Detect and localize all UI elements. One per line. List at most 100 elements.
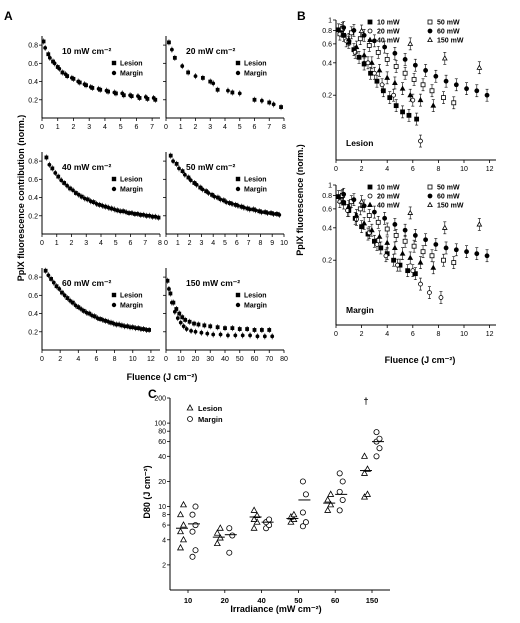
- legend-label: 20 mW: [377, 29, 400, 36]
- data-point-margin: [144, 328, 149, 332]
- data-point: [382, 215, 388, 221]
- data-point: [384, 226, 390, 232]
- x-tick-label: 4: [211, 240, 215, 247]
- x-tick-label: 7: [143, 240, 147, 247]
- data-point-lesion: [60, 290, 64, 295]
- y-tick-label: 8: [162, 512, 166, 519]
- data-point: [464, 249, 469, 255]
- data-point: [406, 112, 412, 118]
- data-point-margin: [84, 310, 89, 315]
- data-point-margin: [100, 318, 105, 322]
- data-point-margin: [188, 178, 193, 183]
- data-point: [438, 295, 444, 300]
- data-point: [375, 219, 381, 225]
- data-point-lesion: [230, 90, 235, 95]
- panel-a: PpIX fluorescence contribution (norm.) F…: [16, 36, 288, 382]
- data-point-lesion: [103, 204, 108, 209]
- data-point-margin: [96, 86, 101, 91]
- data-point: [474, 251, 480, 257]
- data-point: [358, 27, 365, 34]
- panel-a-x-label: Fluence (J cm⁻²): [127, 372, 198, 382]
- data-point-margin: [248, 333, 252, 338]
- data-point: [429, 88, 435, 94]
- legend-label-lesion: Lesion: [198, 404, 223, 413]
- data-point-margin: [111, 321, 116, 326]
- y-tick-label: 60: [158, 439, 166, 446]
- x-tick-label: 0: [334, 166, 338, 173]
- data-point-margin: [47, 55, 52, 60]
- legend-marker-lesion: [235, 176, 241, 182]
- panel-c-y-label: D80 (J cm⁻²): [142, 465, 152, 518]
- legend-marker: [427, 19, 433, 25]
- data-point: [384, 57, 390, 62]
- x-tick-label: 40: [257, 596, 265, 605]
- subplot-title: 60 mW cm⁻²: [62, 278, 112, 288]
- data-point-margin: [112, 207, 117, 212]
- legend-marker-lesion: [235, 292, 241, 298]
- legend-marker: [427, 28, 433, 34]
- data-point: [423, 68, 429, 73]
- data-point-margin: [68, 298, 73, 303]
- panel-b-y-label: PpIX fluorescence (norm.): [295, 144, 305, 256]
- data-point-margin: [124, 210, 128, 215]
- legend-label-lesion: Lesion: [120, 293, 143, 300]
- data-point-margin: [226, 549, 233, 556]
- data-point-margin: [52, 61, 57, 66]
- data-point-margin: [128, 93, 133, 98]
- y-tick-label: 20: [158, 479, 166, 486]
- data-point: [375, 49, 381, 55]
- data-point: [402, 57, 408, 62]
- data-point: [407, 209, 414, 215]
- data-point: [407, 254, 414, 260]
- x-tick-label: 150: [366, 596, 379, 605]
- y-tick-label: 0.8: [28, 159, 38, 166]
- legend-marker: [427, 184, 433, 190]
- data-point: [376, 233, 383, 239]
- annotation-dagger: †: [363, 396, 368, 406]
- data-point-margin: [180, 64, 185, 68]
- data-point-lesion: [250, 515, 258, 522]
- data-point-margin: [43, 45, 48, 50]
- data-point: [345, 203, 352, 209]
- data-point-lesion: [252, 328, 257, 332]
- legend-marker-margin: [187, 416, 193, 422]
- data-point-lesion: [216, 195, 220, 200]
- data-point-margin: [139, 327, 143, 331]
- x-tick-label: 60: [251, 356, 259, 363]
- y-tick-label: 0.6: [28, 61, 38, 68]
- legend-marker: [367, 193, 373, 199]
- data-point-margin: [247, 207, 252, 212]
- data-point-lesion: [168, 291, 173, 296]
- data-point-lesion: [91, 200, 96, 205]
- legend-label-lesion: Lesion: [120, 177, 143, 184]
- data-point: [412, 271, 418, 277]
- panel-label-a: A: [4, 9, 13, 23]
- y-tick-label: 0.8: [28, 275, 38, 282]
- data-point: [368, 70, 373, 76]
- panel-a-y-label: PpIX fluorescence contribution (norm.): [16, 115, 26, 282]
- data-point: [412, 233, 418, 238]
- data-point-margin: [47, 162, 52, 167]
- legend-label-margin: Margin: [120, 303, 143, 310]
- legend-label: 10 mW: [377, 20, 400, 27]
- data-point-lesion: [230, 326, 235, 331]
- data-point: [395, 262, 400, 268]
- x-tick-label: 5: [223, 240, 227, 247]
- x-tick-label: 0: [40, 240, 44, 247]
- x-tick-label: 8: [436, 166, 440, 173]
- data-point-margin: [169, 47, 174, 52]
- subplot-a-6: 0 10 20 30 40 50 60 70 80 150 mW cm⁻² Lesion Margin: [163, 268, 288, 363]
- x-tick-label: 1: [176, 240, 180, 247]
- data-point-margin: [100, 203, 105, 208]
- data-point-margin: [118, 209, 123, 214]
- x-tick-label: 20: [192, 356, 200, 363]
- legend-label-margin: Margin: [244, 187, 267, 194]
- data-point-margin: [122, 324, 127, 329]
- data-point-lesion: [180, 315, 185, 320]
- legend-marker: [367, 184, 373, 190]
- data-point-margin: [94, 202, 99, 206]
- data-point-margin: [88, 199, 93, 204]
- y-tick-label: 1: [328, 18, 332, 25]
- data-point: [412, 62, 418, 68]
- data-point-margin: [199, 330, 204, 335]
